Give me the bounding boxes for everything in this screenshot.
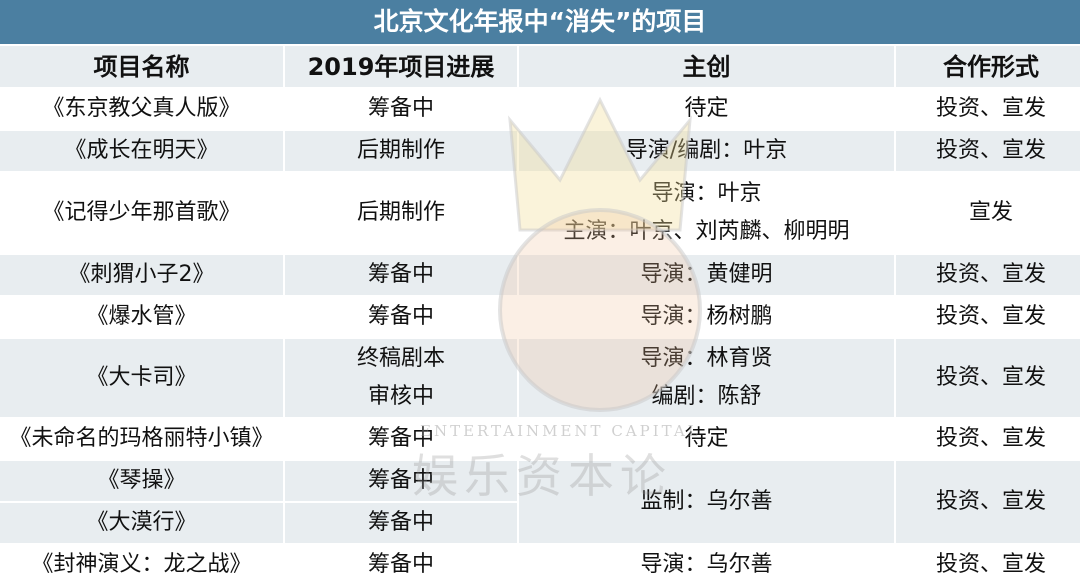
table-row: 《大卡司》 终稿剧本审核中 导演：林育贤 编剧：陈舒 投资、宣发 xyxy=(0,339,1080,417)
project-cooperation: 投资、宣发 xyxy=(935,426,1046,451)
header-name: 项目名称 xyxy=(0,46,283,87)
project-cooperation: 投资、宣发 xyxy=(896,461,1080,543)
project-creators: 导演：林育贤 编剧：陈舒 xyxy=(519,339,894,417)
creator-line: 导演：林育贤 xyxy=(640,346,773,371)
project-name: 《封神演义：龙之战》 xyxy=(31,552,252,577)
project-cooperation: 投资、宣发 xyxy=(935,96,1046,121)
table-row: 《封神演义：龙之战》 筹备中 导演：乌尔善 投资、宣发 xyxy=(0,545,1080,585)
project-name: 《记得少年那首歌》 xyxy=(42,200,241,225)
progress-line: 审核中 xyxy=(367,384,434,409)
project-progress: 筹备中 xyxy=(285,461,517,501)
project-creators: 待定 xyxy=(684,426,729,451)
project-progress: 筹备中 xyxy=(367,426,434,451)
header-creators: 主创 xyxy=(519,46,894,87)
table-row: 《成长在明天》 后期制作 导演/编剧：叶京 投资、宣发 xyxy=(0,131,1080,171)
project-cooperation: 投资、宣发 xyxy=(896,255,1080,295)
progress-line: 终稿剧本 xyxy=(356,346,445,371)
project-name: 《大漠行》 xyxy=(0,503,283,543)
creator-line: 编剧：陈舒 xyxy=(651,384,762,409)
table-title: 北京文化年报中“消失”的项目 xyxy=(0,0,1080,44)
table-row: 《刺猬小子2》 筹备中 导演：黄健明 投资、宣发 xyxy=(0,255,1080,295)
project-progress: 后期制作 xyxy=(356,200,445,225)
project-creators: 监制：乌尔善 xyxy=(519,461,894,543)
project-cooperation: 投资、宣发 xyxy=(896,339,1080,417)
table-row: 《爆水管》 筹备中 导演：杨树鹏 投资、宣发 xyxy=(0,297,1080,337)
project-name: 《琴操》 xyxy=(0,461,283,501)
table-row: 《大漠行》 筹备中 xyxy=(0,503,1080,543)
table-row: 《琴操》 筹备中 监制：乌尔善 投资、宣发 xyxy=(0,461,1080,543)
header-progress: 2019年项目进展 xyxy=(285,46,517,87)
project-creators: 导演：黄健明 xyxy=(519,255,894,295)
project-progress: 筹备中 xyxy=(285,255,517,295)
project-progress: 筹备中 xyxy=(367,552,434,577)
creator-line: 主演：叶京、刘芮麟、柳明明 xyxy=(563,219,850,244)
project-progress: 后期制作 xyxy=(285,131,517,171)
projects-table: 项目名称 2019年项目进展 主创 合作形式 《东京教父真人版》 筹备中 待定 … xyxy=(0,44,1080,587)
project-cooperation: 投资、宣发 xyxy=(896,131,1080,171)
project-creators: 导演：杨树鹏 xyxy=(640,304,773,329)
project-name: 《东京教父真人版》 xyxy=(42,96,241,121)
project-cooperation: 宣发 xyxy=(968,200,1013,225)
project-cooperation: 投资、宣发 xyxy=(935,304,1046,329)
project-cooperation: 投资、宣发 xyxy=(935,552,1046,577)
project-progress: 筹备中 xyxy=(285,503,517,543)
project-progress: 终稿剧本 审核中 xyxy=(285,339,517,417)
project-creators: 待定 xyxy=(684,96,729,121)
project-creators: 导演：叶京主演：叶京、刘芮麟、柳明明 xyxy=(519,173,894,253)
project-name: 《爆水管》 xyxy=(86,304,197,329)
project-progress: 筹备中 xyxy=(367,96,434,121)
header-cooperation: 合作形式 xyxy=(896,46,1080,87)
project-name: 《未命名的玛格丽特小镇》 xyxy=(9,426,274,451)
table-row: 《记得少年那首歌》 后期制作 导演：叶京主演：叶京、刘芮麟、柳明明 宣发 xyxy=(0,173,1080,253)
project-creators: 导演/编剧：叶京 xyxy=(519,131,894,171)
creator-line: 导演：叶京 xyxy=(651,181,762,206)
project-creators: 导演：乌尔善 xyxy=(640,552,773,577)
table-row: 《未命名的玛格丽特小镇》 筹备中 待定 投资、宣发 xyxy=(0,419,1080,459)
project-name: 《成长在明天》 xyxy=(0,131,283,171)
project-name: 《刺猬小子2》 xyxy=(0,255,283,295)
table-row: 《东京教父真人版》 筹备中 待定 投资、宣发 xyxy=(0,89,1080,129)
project-progress: 筹备中 xyxy=(367,304,434,329)
project-name: 《大卡司》 xyxy=(0,339,283,417)
header-row: 项目名称 2019年项目进展 主创 合作形式 xyxy=(0,46,1080,87)
